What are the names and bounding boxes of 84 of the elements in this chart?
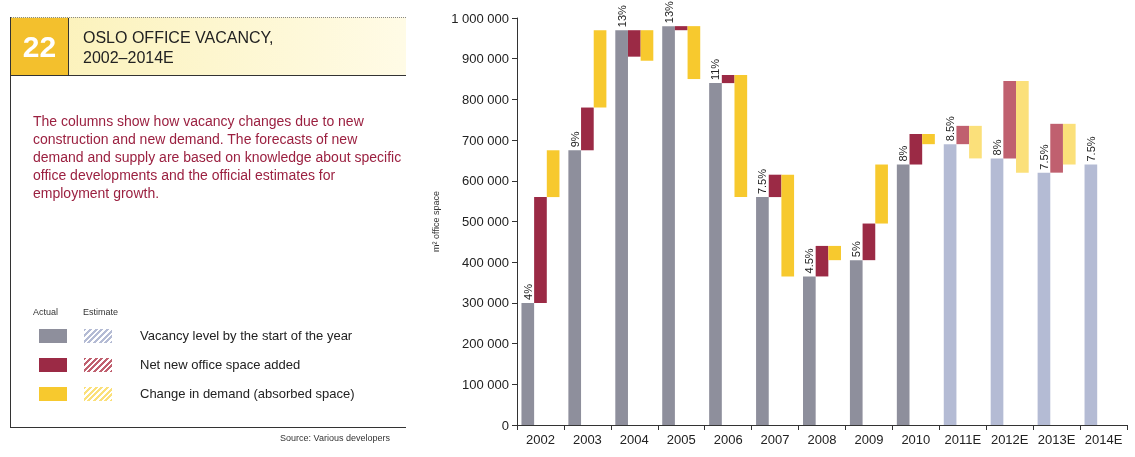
x-tick-label: 2003 (572, 432, 602, 447)
bar (734, 74, 748, 198)
bar (875, 164, 888, 224)
annotation: 5% (850, 241, 863, 258)
bar (1016, 81, 1029, 173)
x-tick-label: 2009 (854, 432, 884, 447)
bar (687, 26, 701, 80)
bar (640, 30, 654, 61)
legend-label: Vacancy level by the start of the year (140, 328, 353, 343)
y-tick-label: 400 000 (462, 254, 509, 270)
bar (581, 107, 594, 151)
annotation: 8.5% (944, 115, 957, 142)
bar (862, 223, 876, 261)
annotation: 11% (709, 58, 722, 81)
x-tick-label: 2007 (760, 432, 790, 447)
bar (534, 197, 547, 303)
x-tick-label: 2005 (666, 432, 696, 447)
annotation: 7.5% (1037, 144, 1050, 170)
bar (1084, 164, 1098, 425)
text: Estimate (83, 307, 119, 317)
annotation: 13% (662, 0, 675, 24)
bar (1003, 81, 1017, 159)
x-tick-label: 2014E (1084, 432, 1123, 447)
y-tick-label: 1 000 000 (451, 10, 509, 26)
bar (781, 174, 795, 277)
bar (896, 164, 910, 425)
bar (546, 150, 560, 198)
bar (828, 245, 841, 261)
bar (721, 74, 735, 84)
legend-label: Net new office space added (140, 357, 301, 372)
text: Actual (33, 307, 59, 317)
bar (756, 197, 769, 425)
x-tick-label: 2013E (1037, 432, 1076, 447)
bar (674, 26, 688, 31)
source-note: Source: Various developers (280, 433, 390, 443)
annotation: 9% (568, 131, 581, 148)
x-tick-label: 2011E (944, 432, 982, 447)
text: 22 (11, 18, 69, 75)
y-axis-title: m² office space (430, 191, 441, 252)
bar (1062, 123, 1076, 165)
bar (909, 134, 923, 165)
text: OSLO OFFICE VACANCY, 2002–2014E (83, 28, 275, 68)
bar (1037, 172, 1051, 425)
y-tick-label: 300 000 (462, 295, 509, 311)
bar (627, 30, 641, 57)
y-tick-label: 900 000 (462, 51, 509, 67)
bar (521, 302, 535, 425)
x-tick-label: 2006 (713, 432, 743, 447)
bar (922, 134, 935, 145)
y-tick-label: 700 000 (462, 132, 509, 148)
bar (662, 26, 675, 425)
bar (969, 125, 982, 159)
bar (803, 276, 816, 425)
bar (990, 158, 1004, 425)
bar (1050, 123, 1063, 173)
annotation: 4.5% (803, 248, 816, 274)
bar (956, 125, 970, 145)
bar (709, 83, 722, 425)
x-tick-label: 2008 (807, 432, 837, 447)
y-tick-label: 0 (501, 417, 509, 433)
annotation: 8% (897, 145, 910, 162)
y-tick-label: 600 000 (462, 173, 509, 189)
bar (768, 174, 782, 198)
bar (593, 30, 607, 108)
legend-label: Change in demand (absorbed space) (140, 386, 355, 401)
y-tick-label: 500 000 (462, 214, 509, 229)
bar (849, 260, 863, 425)
x-tick-label: 2004 (619, 432, 649, 447)
annotation: 7.5% (1084, 136, 1097, 162)
bar (943, 144, 957, 425)
annotation: 13% (615, 4, 628, 28)
bar (568, 150, 582, 425)
y-tick-label: 100 000 (462, 376, 509, 392)
y-tick-label: 200 000 (462, 336, 509, 352)
bar (615, 30, 628, 425)
y-tick-label: 800 000 (462, 91, 509, 107)
text: The columns show how vacancy changes due to new construction and new demand. The forecasts of new demand and supply are based on knowledge about specific office developments and the official estimates for employment growth. (33, 112, 403, 202)
x-tick-label: 2010 (901, 432, 931, 447)
annotation: 4% (521, 283, 534, 300)
x-tick-label: 2002 (526, 432, 555, 447)
annotation: 8% (991, 139, 1004, 156)
x-tick-label: 2012E (990, 432, 1029, 447)
bar (815, 245, 829, 277)
annotation: 7.5% (756, 168, 769, 195)
